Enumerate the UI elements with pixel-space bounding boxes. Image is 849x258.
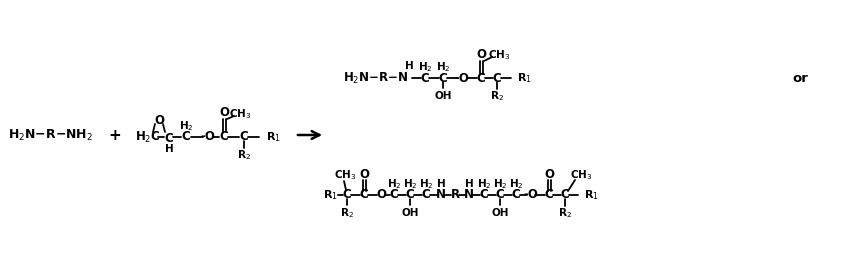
Text: C: C [343, 189, 351, 201]
Text: R$_2$: R$_2$ [490, 89, 504, 103]
Text: H$_2$N−R−N: H$_2$N−R−N [343, 70, 408, 86]
Text: O: O [476, 49, 486, 61]
Text: C: C [420, 71, 430, 85]
Text: C: C [544, 189, 554, 201]
Text: -O: -O [454, 71, 469, 85]
Text: C: C [239, 131, 249, 143]
Text: H$_2$: H$_2$ [386, 177, 402, 191]
Text: H: H [464, 179, 474, 189]
Text: C: C [512, 189, 520, 201]
Text: R$_2$: R$_2$ [237, 148, 251, 162]
Text: H$_2$: H$_2$ [418, 60, 432, 74]
Text: C: C [182, 131, 190, 143]
Text: C: C [220, 131, 228, 143]
Text: OH: OH [492, 208, 509, 218]
Text: CH$_3$: CH$_3$ [228, 107, 251, 121]
Text: -O: -O [524, 189, 538, 201]
Text: H$_2$: H$_2$ [476, 177, 492, 191]
Text: C: C [476, 71, 486, 85]
Text: C: C [496, 189, 504, 201]
Text: +: + [109, 127, 121, 142]
Text: H$_2$: H$_2$ [419, 177, 433, 191]
Text: H$_2$C: H$_2$C [135, 130, 160, 144]
Text: H: H [405, 61, 413, 71]
Text: R: R [451, 189, 459, 201]
Text: C: C [480, 189, 488, 201]
Text: R$_1$: R$_1$ [584, 188, 599, 202]
Text: R$_2$: R$_2$ [558, 206, 572, 220]
Text: -O: -O [200, 131, 216, 143]
Text: R$_2$: R$_2$ [340, 206, 354, 220]
Text: CH$_3$: CH$_3$ [570, 168, 593, 182]
Text: R$_1$: R$_1$ [517, 71, 532, 85]
Text: OH: OH [402, 208, 419, 218]
Text: O: O [544, 167, 554, 181]
Text: H: H [436, 179, 446, 189]
Text: CH$_3$: CH$_3$ [334, 168, 357, 182]
Text: H$_2$: H$_2$ [436, 60, 450, 74]
Text: C: C [422, 189, 430, 201]
Text: R$_1$: R$_1$ [266, 130, 281, 144]
Text: O: O [154, 115, 164, 127]
Text: H: H [165, 144, 173, 154]
Text: or: or [792, 71, 808, 85]
Text: C: C [560, 189, 570, 201]
Text: CH$_3$: CH$_3$ [488, 48, 510, 62]
Text: C: C [360, 189, 368, 201]
Text: R$_1$: R$_1$ [323, 188, 338, 202]
Text: C: C [406, 189, 414, 201]
Text: C: C [492, 71, 502, 85]
Text: OH: OH [434, 91, 452, 101]
Text: H$_2$: H$_2$ [402, 177, 418, 191]
Text: C: C [165, 132, 173, 144]
Text: H$_2$: H$_2$ [492, 177, 508, 191]
Text: H$_2$: H$_2$ [509, 177, 523, 191]
Text: H$_2$: H$_2$ [178, 119, 194, 133]
Text: O: O [219, 107, 229, 119]
Text: H$_2$N−R−NH$_2$: H$_2$N−R−NH$_2$ [8, 127, 93, 143]
Text: C: C [439, 71, 447, 85]
Text: C: C [390, 189, 398, 201]
Text: N: N [464, 189, 474, 201]
Text: O: O [376, 189, 386, 201]
Text: O: O [359, 167, 369, 181]
Text: N: N [436, 189, 446, 201]
